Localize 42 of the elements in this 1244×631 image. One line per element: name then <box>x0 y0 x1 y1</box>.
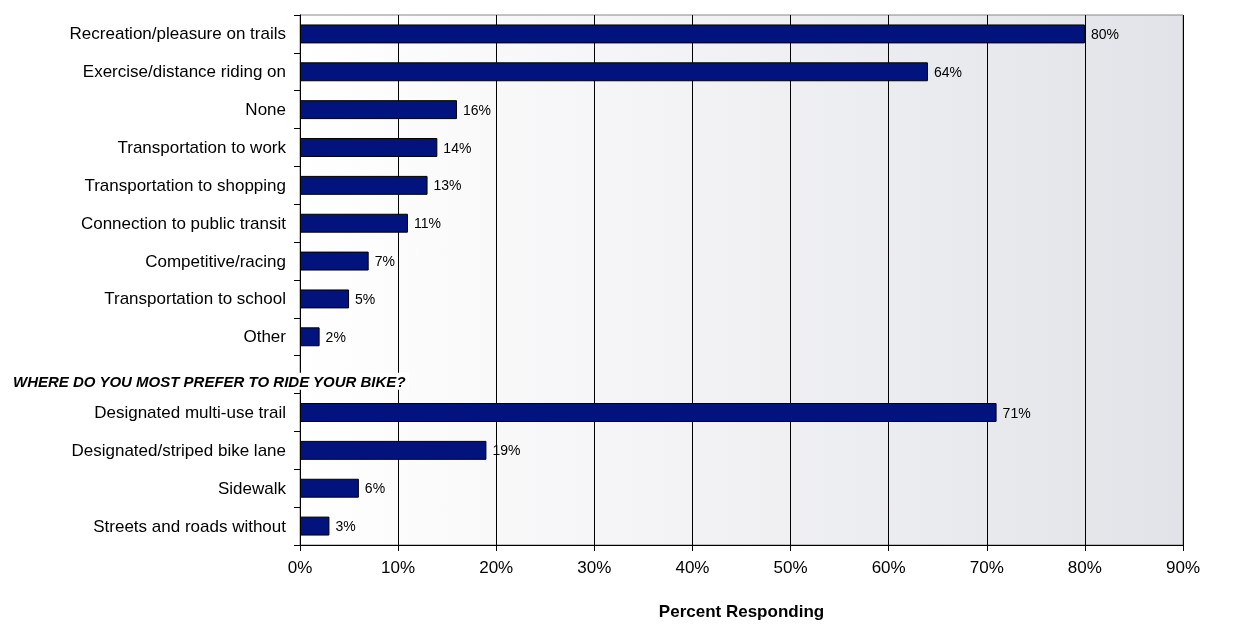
data-label: 2% <box>325 328 346 345</box>
y-tick-label: Designated multi-use trail <box>94 403 286 422</box>
x-tick-label: 30% <box>577 558 612 577</box>
bar <box>300 251 369 271</box>
data-label: 64% <box>933 63 962 80</box>
y-tick-label: Competitive/racing <box>145 251 286 271</box>
bar <box>300 327 320 347</box>
y-tick-label: Transportation to shopping <box>84 175 286 195</box>
data-label: 16% <box>462 101 492 118</box>
x-tick-label: 80% <box>1067 558 1102 577</box>
x-tick-label: 40% <box>675 558 710 577</box>
data-label: 7% <box>374 253 395 270</box>
x-tick-label: 0% <box>287 558 313 577</box>
data-label: 3% <box>335 518 356 535</box>
y-tick-label: Connection to public transit <box>80 213 287 233</box>
data-label: 80% <box>1090 25 1119 42</box>
data-label: 5% <box>355 290 376 307</box>
x-tick-label: 20% <box>479 558 514 577</box>
x-tick-label: 50% <box>773 558 808 577</box>
y-tick-label: Transportation to school <box>104 289 286 309</box>
y-tick-label: Streets and roads without <box>93 516 287 536</box>
x-tick-label: 60% <box>871 558 906 577</box>
annotation: WHERE DO YOU MOST PREFER TO RIDE YOUR BIKE? <box>13 372 406 390</box>
bar <box>300 289 350 309</box>
x-tick-label: 70% <box>969 558 1004 577</box>
y-tick-label: Sidewalk <box>217 478 287 498</box>
data-label: 14% <box>443 139 472 156</box>
bar <box>300 478 359 498</box>
y-tick-label: Other <box>243 327 287 347</box>
data-label: 6% <box>364 480 386 497</box>
data-label: 11% <box>413 215 441 232</box>
y-tick-label: None <box>245 100 286 120</box>
y-tick-label: Designated/striped bike lane <box>71 440 286 460</box>
y-tick-label: Transportation to work <box>117 138 287 157</box>
data-label: 71% <box>1002 404 1031 421</box>
y-tick-label: Exercise/distance riding on <box>82 62 286 82</box>
y-tick-label: Recreation/pleasure on trails <box>69 24 286 44</box>
x-axis-title: Percent Responding <box>658 602 825 621</box>
x-tick-label: 90% <box>1165 558 1201 577</box>
x-tick-label: 10% <box>381 558 416 577</box>
data-label: 13% <box>433 177 462 194</box>
bar <box>300 516 330 536</box>
